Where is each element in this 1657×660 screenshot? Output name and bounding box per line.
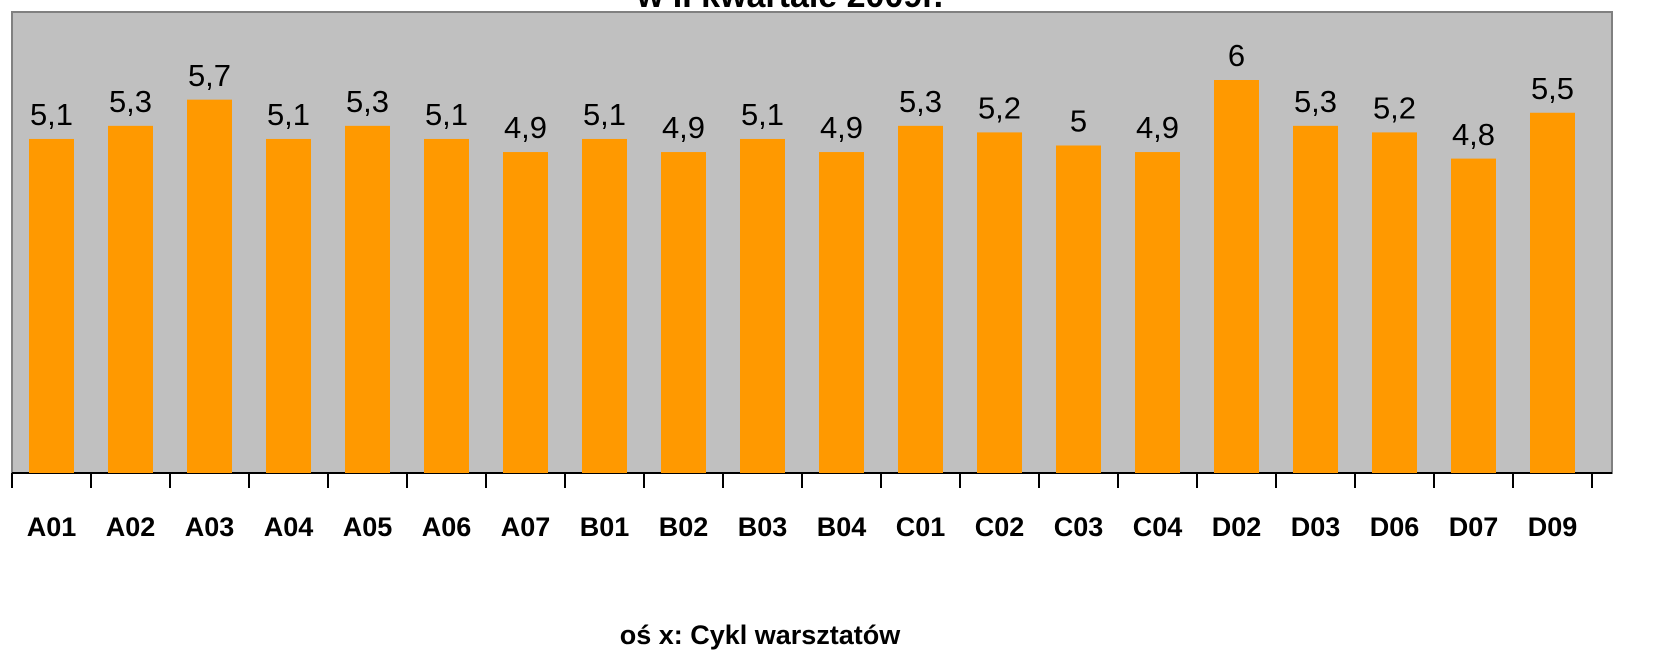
bar (266, 138, 311, 473)
value-label: 5,7 (188, 58, 231, 93)
value-label: 4,9 (662, 110, 705, 145)
x-tick-label: D02 (1212, 512, 1262, 542)
value-label: 5,3 (899, 84, 942, 119)
value-label: 5,3 (346, 84, 389, 119)
value-label: 5,1 (583, 97, 626, 132)
value-label: 5,3 (109, 84, 152, 119)
value-label: 5,2 (1373, 91, 1416, 126)
bar (1214, 80, 1259, 473)
value-label: 5 (1070, 104, 1087, 139)
bar (740, 138, 785, 473)
value-label: 5,2 (978, 91, 1021, 126)
x-tick-label: C03 (1054, 512, 1104, 542)
x-tick-label: A01 (27, 512, 77, 542)
x-tick-label: A03 (185, 512, 235, 542)
value-label: 4,9 (1136, 110, 1179, 145)
x-tick-label: D09 (1528, 512, 1578, 542)
bar (819, 152, 864, 474)
value-label: 5,1 (741, 97, 784, 132)
x-tick-label: D07 (1449, 512, 1499, 542)
x-tick-label: A02 (106, 512, 156, 542)
x-tick-label: B03 (738, 512, 788, 542)
bar (1056, 145, 1101, 473)
bar (977, 132, 1022, 473)
bar (108, 125, 153, 473)
value-label: 6 (1228, 38, 1245, 73)
x-tick-label: B01 (580, 512, 630, 542)
bar (1372, 132, 1417, 473)
bar (345, 125, 390, 473)
x-tick-label: A06 (422, 512, 472, 542)
x-axis-title: oś x: Cykl warsztatów (620, 620, 902, 650)
x-tick-label: D06 (1370, 512, 1420, 542)
bar (1293, 125, 1338, 473)
bar (1135, 152, 1180, 474)
x-tick-label: C04 (1133, 512, 1183, 542)
value-label: 5,1 (425, 97, 468, 132)
bar (661, 152, 706, 474)
x-tick-label: A04 (264, 512, 314, 542)
bar (898, 125, 943, 473)
x-tick-label: B04 (817, 512, 867, 542)
x-tick-label: B02 (659, 512, 709, 542)
x-tick-label: A07 (501, 512, 551, 542)
value-label: 5,3 (1294, 84, 1337, 119)
x-tick-label: D03 (1291, 512, 1341, 542)
value-label: 5,1 (30, 97, 73, 132)
value-label: 4,8 (1452, 117, 1495, 152)
bar (1530, 112, 1575, 473)
value-label: 5,5 (1531, 71, 1574, 106)
x-tick-label: C01 (896, 512, 946, 542)
x-tick-label: A05 (343, 512, 393, 542)
bar (1451, 158, 1496, 473)
x-tick-label: C02 (975, 512, 1025, 542)
value-label: 4,9 (504, 110, 547, 145)
bar (29, 138, 74, 473)
bar (582, 138, 627, 473)
bar (187, 99, 232, 474)
value-label: 5,1 (267, 97, 310, 132)
bar (424, 138, 469, 473)
value-label: 4,9 (820, 110, 863, 145)
bar (503, 152, 548, 474)
